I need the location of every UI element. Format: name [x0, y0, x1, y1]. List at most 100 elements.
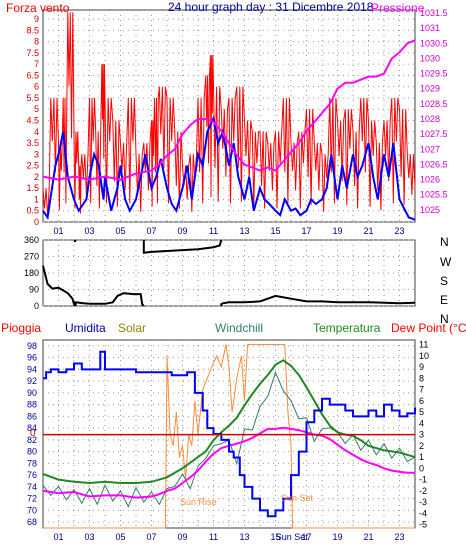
hour-tick: Sun Set [276, 532, 309, 542]
humidity-tick: 94 [27, 364, 37, 374]
wind-direction-series [42, 239, 416, 307]
wind-speed-tick: 0 [34, 217, 39, 227]
hour-tick: 19 [332, 226, 342, 236]
wind-average-series [42, 115, 416, 221]
temperature-tick: 6 [419, 396, 424, 406]
direction-tick: 360 [24, 235, 39, 245]
hour-tick: 01 [53, 226, 63, 236]
hour-tick: 11 [209, 226, 218, 236]
wind-speed-tick: 3.5 [26, 138, 39, 148]
humidity-tick: 74 [27, 482, 37, 492]
compass-label: E [440, 293, 448, 307]
temperature-tick: 1 [419, 452, 424, 462]
humidity-tick: 98 [27, 341, 37, 351]
humidity-tick: 76 [27, 470, 37, 480]
humidity-tick: 86 [27, 411, 37, 421]
wind-speed-tick: 8.5 [26, 25, 39, 35]
pressure-tick: 1025 [420, 205, 440, 215]
pressure-tick: 1029 [420, 84, 440, 94]
wind-speed-tick: 7 [34, 59, 39, 69]
windchill-label: Windchill [215, 321, 264, 335]
hour-tick: 07 [146, 532, 156, 542]
pressure-tick: 1031 [420, 23, 440, 33]
solar-label: Solar [118, 321, 147, 335]
temperature-tick: -2 [419, 486, 427, 496]
temperature-tick: 11 [419, 340, 428, 350]
pressure-series [42, 39, 416, 181]
humidity-tick: 82 [27, 435, 37, 445]
compass-label: W [440, 255, 452, 269]
temperature-tick: 2 [419, 441, 424, 451]
pressure-tick: 1026.5 [420, 159, 448, 169]
wind-speed-tick: 7.5 [26, 48, 39, 58]
humidity-tick: 80 [27, 447, 37, 457]
pressure-tick: 1027 [420, 144, 440, 154]
wind-speed-tick: 8 [34, 37, 39, 47]
temperature-tick: 5 [419, 407, 424, 417]
humidity-label: Umidita [65, 321, 106, 335]
sun-set-marker-label: Sun Set [281, 493, 314, 503]
compass-label: N [440, 235, 449, 249]
hour-tick: 05 [115, 226, 125, 236]
humidity-tick: 84 [27, 423, 37, 433]
wind-speed-tick: 4.5 [26, 116, 39, 126]
wind-speed-tick: 9 [34, 14, 39, 24]
pressure-tick: 1030.5 [420, 38, 448, 48]
humidity-tick: 88 [27, 400, 37, 410]
hour-tick: 17 [301, 226, 311, 236]
hour-tick: 03 [84, 226, 94, 236]
pressure-tick: 1030 [420, 53, 440, 63]
humidity-tick: 90 [27, 388, 37, 398]
hour-tick: 01 [53, 532, 63, 542]
temperature-tick: -4 [419, 508, 427, 518]
pressure-axis-title: Pressione [371, 1, 425, 15]
temperature-tick: 9 [419, 362, 424, 372]
temperature-tick: 8 [419, 373, 424, 383]
humidity-tick: 78 [27, 458, 37, 468]
direction-tick: 0 [34, 301, 39, 311]
temperature-tick: 0 [419, 463, 424, 473]
pressure-tick: 1031.5 [420, 8, 448, 18]
temperature-label: Temperatura [313, 321, 381, 335]
hour-tick: 13 [239, 532, 249, 542]
hour-tick: 17 [301, 532, 311, 542]
wind-gust-series [42, 12, 416, 217]
hour-tick: 13 [239, 226, 249, 236]
pressure-tick: 1028.5 [420, 99, 448, 109]
rain-label: Pioggia [1, 321, 42, 335]
humidity-tick: 92 [27, 376, 37, 386]
dewpoint-label: Dew Point (°C) [391, 321, 466, 335]
temperature-tick: 3 [419, 430, 424, 440]
hour-tick: 21 [363, 532, 373, 542]
hour-tick: 03 [84, 532, 94, 542]
hour-tick: 09 [177, 226, 187, 236]
pressure-tick: 1027.5 [420, 129, 448, 139]
temperature-tick: -3 [419, 497, 427, 507]
wind-speed-tick: 3 [34, 149, 39, 159]
temperature-tick: 7 [419, 385, 424, 395]
wind-speed-tick: 1.5 [26, 183, 39, 193]
humidity-tick: 68 [27, 517, 37, 527]
hour-tick: 15 [270, 532, 280, 542]
wind-speed-tick: 4 [34, 127, 39, 137]
humidity-tick: 70 [27, 505, 37, 515]
temperature-series [42, 359, 416, 485]
direction-tick: 90 [29, 285, 39, 295]
pressure-tick: 1026 [420, 175, 440, 185]
wind-speed-axis-title: Forza vento [6, 1, 70, 15]
dewpoint-series [42, 426, 415, 499]
hour-tick: 23 [394, 532, 404, 542]
pressure-tick: 1025.5 [420, 190, 448, 200]
hour-tick: 09 [177, 532, 187, 542]
hour-tick: 19 [332, 532, 342, 542]
temperature-tick: -5 [419, 520, 427, 530]
wind-speed-tick: 2 [34, 172, 39, 182]
wind-speed-tick: 6.5 [26, 70, 39, 80]
hour-tick: 11 [209, 532, 218, 542]
pressure-tick: 1028 [420, 114, 440, 124]
humidity-tick: 96 [27, 353, 37, 363]
pressure-tick: 1029.5 [420, 69, 448, 79]
hour-tick: 21 [363, 226, 373, 236]
wind-speed-tick: 2.5 [26, 161, 39, 171]
